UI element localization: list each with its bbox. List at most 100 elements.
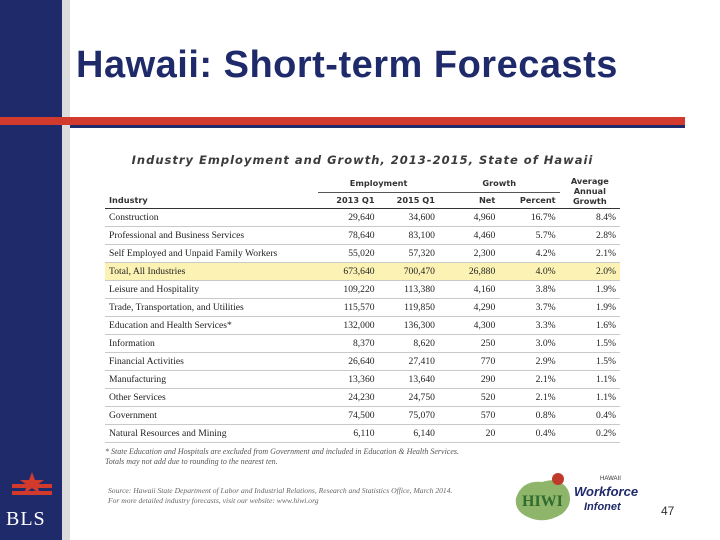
net-cell: 26,880 [438,262,500,281]
left-accent-stripe [62,0,70,540]
industry-employment-table: Employment Growth Average Annual Growth … [105,173,620,443]
net-cell: 250 [438,334,500,353]
slide-title: Hawaii: Short-term Forecasts [76,44,618,86]
hiwi-mark-text: HIWI [522,493,563,510]
net-cell: 570 [438,406,500,425]
industry-cell: Government [105,406,319,425]
q2013-cell: 673,640 [318,262,379,281]
avg-growth-cell: 1.9% [559,298,620,317]
percent-cell: 2.1% [499,370,560,389]
q2013-cell: 78,640 [318,226,379,245]
star-icon [20,472,44,494]
table-footnote-2: Totals may not add due to rounding to th… [105,457,278,466]
q2015-cell: 8,620 [378,334,439,353]
net-cell: 520 [438,388,500,407]
avg-growth-cell: 1.1% [559,370,620,389]
percent-cell: 2.1% [499,388,560,407]
net-cell: 2,300 [438,244,500,263]
q2015-cell: 136,300 [378,316,439,335]
percent-cell: 3.3% [499,316,560,335]
industry-cell: Self Employed and Unpaid Family Workers [105,244,319,263]
bls-logo-text: BLS [6,508,46,530]
percent-cell: 3.7% [499,298,560,317]
industry-cell: Trade, Transportation, and Utilities [105,298,319,317]
avg-growth-cell: 0.2% [559,424,620,443]
percent-column-header: Percent [499,192,560,210]
industry-cell: Education and Health Services* [105,316,319,335]
q2013-cell: 132,000 [318,316,379,335]
net-cell: 4,300 [438,316,500,335]
header-spacer [105,173,318,192]
table-row: Education and Health Services* 132,000 136… [105,316,620,335]
net-cell: 4,960 [438,208,500,227]
table-row: Natural Resources and Mining 6,110 6,140 20… [105,424,620,443]
q2013-cell: 55,020 [318,244,379,263]
percent-cell: 4.2% [499,244,560,263]
table-footnote-1: * State Education and Hospitals are excl… [105,447,460,456]
avg-growth-cell: 1.5% [559,352,620,371]
avg-growth-cell: 1.9% [559,280,620,299]
bls-logo-stripe [12,491,52,495]
percent-cell: 3.0% [499,334,560,353]
avg-growth-cell: 1.6% [559,316,620,335]
avg-growth-cell: 1.1% [559,388,620,407]
q2013-cell: 109,220 [318,280,379,299]
q2015-cell: 6,140 [378,424,439,443]
q2015-cell: 57,320 [378,244,439,263]
q2013-cell: 115,570 [318,298,379,317]
table-row: Trade, Transportation, and Utilities 115,… [105,298,620,317]
percent-cell: 4.0% [499,262,560,281]
industry-table-block: Industry Employment and Growth, 2013-201… [105,153,620,467]
source-line-1: Source: Hawaii State Department of Labor… [108,486,453,495]
avg-growth-cell: 2.1% [559,244,620,263]
q2015-cell: 27,410 [378,352,439,371]
bls-logo [12,472,52,495]
table-row: Professional and Business Services 78,640… [105,226,620,245]
table-row: Total, All Industries 673,640 700,470 26,88… [105,262,620,281]
table-row: Leisure and Hospitality 109,220 113,380 4,1… [105,280,620,299]
industry-column-header: Industry [105,192,319,210]
q2013-cell: 29,640 [318,208,379,227]
q2015-cell: 119,850 [378,298,439,317]
industry-cell: Professional and Business Services [105,226,319,245]
industry-cell: Construction [105,208,319,227]
q2013-cell: 24,230 [318,388,379,407]
net-cell: 770 [438,352,500,371]
table-row: Government 74,500 75,070 570 0.8% 0.4% [105,406,620,425]
avg-growth-cell: 1.5% [559,334,620,353]
source-line-2: For more detailed industry forecasts, vi… [108,496,319,505]
percent-cell: 0.8% [499,406,560,425]
net-cell: 290 [438,370,500,389]
q2013-cell: 26,640 [318,352,379,371]
q2015-cell: 34,600 [378,208,439,227]
industry-cell: Other Services [105,388,319,407]
industry-cell: Manufacturing [105,370,319,389]
table-row: Financial Activities 26,640 27,410 770 2.9% 1… [105,352,620,371]
net-cell: 4,160 [438,280,500,299]
left-accent-band [0,0,62,540]
hiwi-sub-text: Infonet [584,501,622,513]
percent-cell: 16.7% [499,208,560,227]
net-cell: 4,460 [438,226,500,245]
industry-cell: Natural Resources and Mining [105,424,319,443]
hat-icon [552,473,564,485]
hawaii-island-icon [515,480,570,521]
employment-group-header: Employment [318,173,439,193]
q2015-cell: 700,470 [378,262,439,281]
avg-growth-cell: 8.4% [559,208,620,227]
q2015-cell: 75,070 [378,406,439,425]
q2013-cell: 6,110 [318,424,379,443]
industry-cell: Leisure and Hospitality [105,280,319,299]
avg-growth-cell: 0.4% [559,406,620,425]
table-row: Information 8,370 8,620 250 3.0% 1.5% [105,334,620,353]
table-caption: Industry Employment and Growth, 2013-201… [131,153,594,167]
percent-cell: 0.4% [499,424,560,443]
title-rule-blue [70,125,685,128]
hiwi-name-text: Workforce [574,484,638,499]
industry-cell: Total, All Industries [105,262,319,281]
table-row: Construction 29,640 34,600 4,960 16.7% 8.4% [105,208,620,227]
net-column-header: Net [438,192,500,210]
net-cell: 4,290 [438,298,500,317]
net-cell: 20 [438,424,500,443]
average-annual-growth-header: Average Annual Growth [559,173,620,209]
